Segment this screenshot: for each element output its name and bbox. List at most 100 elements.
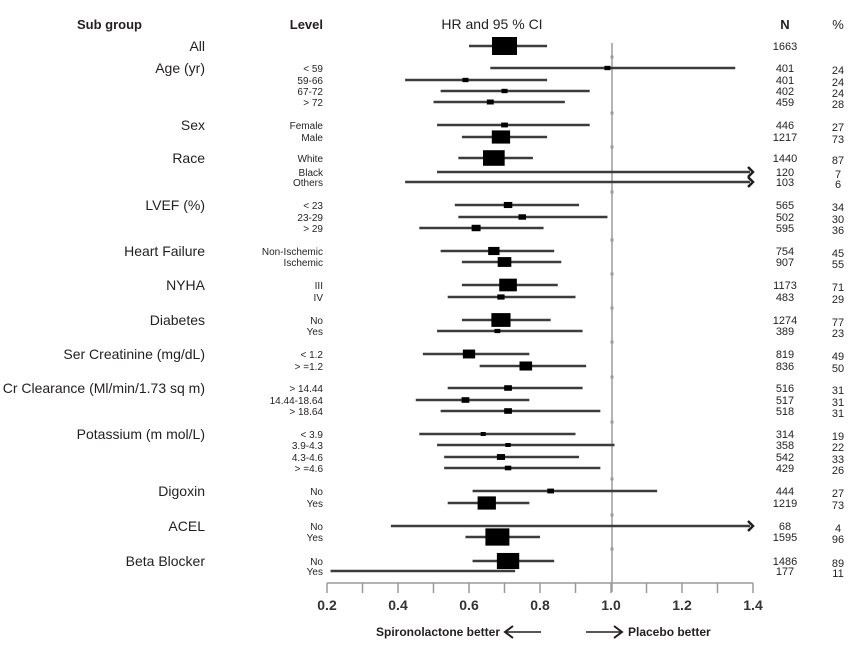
reference-tick [610, 547, 614, 551]
pct-value: 26 [832, 465, 844, 477]
hr-point [461, 397, 470, 403]
n-value: 459 [776, 97, 794, 109]
reference-tick [610, 513, 614, 517]
pct-value: 6 [835, 179, 841, 191]
n-value: 444 [776, 486, 794, 498]
x-tick-label: 0.4 [388, 597, 408, 613]
subgroup-label: Diabetes [150, 312, 205, 328]
reference-tick [610, 477, 614, 481]
pct-value: 33 [832, 454, 844, 466]
pct-value: 36 [832, 225, 844, 237]
hr-point [505, 443, 511, 447]
level-label: Ischemic [284, 258, 323, 269]
n-value: 836 [776, 361, 794, 373]
n-value: 516 [776, 383, 794, 395]
n-value: 401 [776, 63, 794, 75]
level-label: < 3.9 [300, 430, 323, 441]
n-value: 1219 [773, 498, 797, 510]
pct-value: 23 [832, 328, 844, 340]
hr-point [480, 432, 486, 436]
ci-arrow-icon [747, 176, 755, 188]
level-label: 14.44-18.64 [270, 396, 324, 407]
reference-tick [610, 55, 614, 59]
header-n: N [780, 17, 789, 32]
header-subgroup: Sub group [77, 17, 142, 32]
level-label: No [310, 316, 323, 327]
hr-point [486, 99, 494, 105]
subgroup-label: Heart Failure [124, 243, 205, 259]
pct-value: 7 [835, 169, 841, 181]
pct-value: 73 [832, 134, 844, 146]
n-value: 1274 [773, 315, 797, 327]
n-value: 819 [776, 349, 794, 361]
pct-value: 24 [832, 88, 844, 100]
hr-point [504, 465, 512, 471]
pct-value: 31 [832, 397, 844, 409]
hr-point [497, 294, 505, 300]
subgroup-label: Ser Creatinine (mg/dL) [63, 346, 205, 362]
hr-point [503, 201, 513, 209]
reference-tick [610, 190, 614, 194]
level-label: Black [299, 168, 324, 179]
subgroup-label: Beta Blocker [126, 553, 206, 569]
level-label: IV [314, 293, 324, 304]
hr-point [485, 528, 510, 546]
n-value: 754 [776, 246, 794, 258]
subgroup-label: Digoxin [158, 483, 205, 499]
hr-point [497, 257, 512, 267]
pct-value: 4 [835, 523, 841, 535]
right-label: Placebo better [628, 625, 711, 639]
pct-value: 29 [832, 294, 844, 306]
hr-point [496, 552, 520, 570]
hr-point [491, 313, 511, 327]
reference-tick [610, 145, 614, 149]
level-label: 4.3-4.6 [292, 453, 324, 464]
n-value: 402 [776, 86, 794, 98]
n-value: 120 [776, 167, 794, 179]
pct-value: 96 [832, 534, 844, 546]
level-label: > 72 [303, 98, 323, 109]
level-label: Yes [307, 533, 323, 544]
n-value: 565 [776, 200, 794, 212]
reference-tick [610, 420, 614, 424]
n-value: 542 [776, 452, 794, 464]
level-label: 67-72 [297, 87, 323, 98]
pct-value: 31 [832, 385, 844, 397]
subgroup-label: ACEL [168, 518, 205, 534]
x-tick-label: 0.2 [317, 597, 337, 613]
hr-point [518, 214, 527, 220]
n-value: 358 [776, 440, 794, 452]
level-label: 23-29 [297, 213, 323, 224]
n-value: 446 [776, 120, 794, 132]
pct-value: 30 [832, 214, 844, 226]
left-label: Spironolactone better [376, 625, 500, 639]
hr-point [499, 278, 517, 292]
header-pct: % [832, 17, 844, 32]
reference-tick [610, 238, 614, 242]
level-label: > 14.44 [289, 384, 323, 395]
hr-point [483, 150, 505, 166]
level-label: Yes [307, 567, 323, 578]
pct-value: 77 [832, 317, 844, 329]
hr-point [471, 224, 481, 232]
n-value: 1440 [773, 153, 797, 165]
reference-tick [610, 111, 614, 115]
header-level: Level [290, 17, 323, 32]
level-label: 3.9-4.3 [292, 441, 324, 452]
left-arrow-icon [503, 625, 541, 639]
n-value: 518 [776, 406, 794, 418]
level-label: Yes [307, 327, 323, 338]
hr-point [501, 122, 508, 128]
pct-value: 11 [832, 568, 843, 580]
forest-rows: All 1663 Age (yr) < 59 401 24 59-66 401 24 67-72 4… [3, 37, 844, 580]
reference-tick [610, 272, 614, 276]
header-hr-ci: HR and 95 % CI [441, 16, 542, 32]
hr-point [504, 385, 512, 391]
reference-tick [610, 306, 614, 310]
subgroup-label: Age (yr) [155, 60, 205, 76]
n-value: 1595 [773, 532, 797, 544]
x-tick-label: 0.6 [459, 597, 479, 613]
x-tick-label: 1.4 [743, 597, 763, 613]
n-value: 429 [776, 463, 794, 475]
pct-value: 19 [832, 431, 844, 443]
